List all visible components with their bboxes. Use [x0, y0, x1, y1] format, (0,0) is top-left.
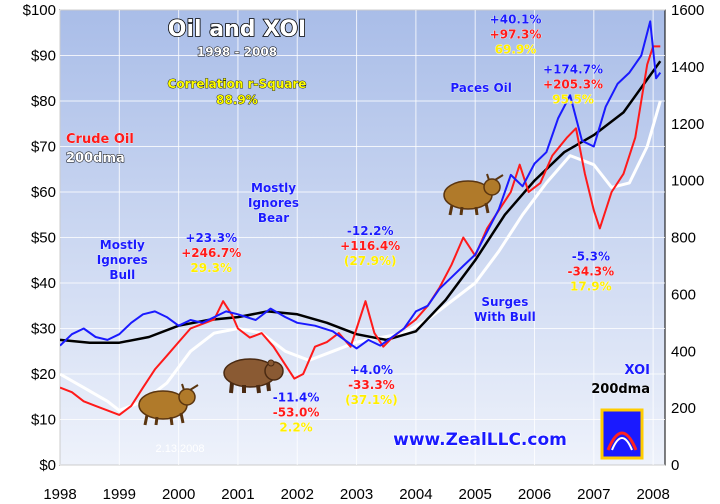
annotation-value: 29.3% — [190, 261, 232, 275]
annotation-value: -11.4% — [273, 390, 320, 404]
annotation-value: 69.9% — [495, 43, 537, 57]
right-axis-ticks: 0 200 400 600 800 1000 1200 1400 1600 — [671, 2, 704, 474]
left-tick-label: $50 — [31, 230, 56, 247]
annotation-value: -12.2% — [347, 224, 394, 238]
x-tick-label: 2002 — [281, 486, 314, 503]
annotation-value: +23.3% — [185, 231, 237, 245]
series-line-xoi-200dma — [60, 60, 662, 344]
annotation-value: +97.3% — [490, 28, 542, 42]
notes: MostlyIgnoresBullMostlyIgnoresBearPaces … — [96, 81, 536, 324]
callout-note: Bull — [109, 268, 135, 282]
date-label: 2.13.2008 — [156, 443, 205, 455]
annotation-value: -53.0% — [273, 405, 320, 419]
callout-note: Bear — [258, 211, 289, 225]
annotation-value: +174.7% — [543, 63, 603, 77]
series-line-xoi — [60, 20, 662, 350]
left-tick-label: $70 — [31, 139, 56, 156]
callout-note: With Bull — [474, 310, 536, 324]
annotation-value: +40.1% — [490, 13, 542, 27]
annotation-value: 2.2% — [279, 420, 312, 434]
x-tick-label: 2000 — [162, 486, 195, 503]
annotation-value: 95.5% — [552, 93, 594, 107]
gridlines — [59, 9, 665, 466]
legend-xoi-200dma: 200dma — [591, 382, 650, 397]
zeal-logo-icon — [600, 408, 644, 460]
annotation-value: 17.9% — [570, 279, 612, 293]
bull-icon — [138, 383, 199, 426]
bull-icon — [443, 173, 504, 216]
left-tick-label: $90 — [31, 48, 56, 65]
annotation-value: (37.1%) — [345, 393, 398, 407]
right-tick-label: 800 — [671, 230, 696, 247]
x-tick-label: 2006 — [518, 486, 551, 503]
left-tick-label: $80 — [31, 93, 56, 110]
chart-title: Oil and XOI — [168, 17, 306, 42]
right-tick-label: 1200 — [671, 116, 704, 133]
right-tick-label: 1600 — [671, 2, 704, 19]
x-tick-label: 2003 — [340, 486, 373, 503]
left-tick-label: $60 — [31, 184, 56, 201]
left-tick-label: $30 — [31, 321, 56, 338]
chart-subtitle: 1998 - 2008 — [197, 45, 277, 59]
bear-icon — [223, 358, 284, 394]
x-tick-label: 2005 — [459, 486, 492, 503]
left-axis-ticks: $0 $10 $20 $30 $40 $50 $60 $70 $80 $90 $100 — [23, 2, 56, 474]
left-tick-label: $10 — [31, 412, 56, 429]
stat-value: 88.9% — [216, 93, 258, 107]
annotation-value: +4.0% — [350, 363, 393, 377]
series-line-crude-oil — [60, 45, 661, 416]
x-tick-label: 1999 — [103, 486, 136, 503]
annotation-value: -34.3% — [568, 264, 615, 278]
annotation-value: +246.7% — [181, 246, 241, 260]
right-tick-label: 1400 — [671, 59, 704, 76]
annotation-value: -33.3% — [348, 378, 395, 392]
right-tick-label: 600 — [671, 286, 696, 303]
legend-crude-oil: Crude Oil — [66, 132, 134, 147]
x-tick-label: 2001 — [221, 486, 254, 503]
callout-note: Ignores — [97, 253, 148, 267]
callout-note: Mostly — [251, 181, 296, 195]
left-tick-label: $40 — [31, 275, 56, 292]
right-tick-label: 200 — [671, 400, 696, 417]
annotation-value: -5.3% — [572, 249, 610, 263]
x-tick-label: 2007 — [577, 486, 610, 503]
left-tick-label: $20 — [31, 366, 56, 383]
callout-note: Paces Oil — [450, 81, 512, 95]
stat-label: Correlation r-Square — [168, 77, 307, 91]
annotation-value: (27.9%) — [344, 254, 397, 268]
left-tick-label: $100 — [23, 2, 56, 19]
callout-note: Surges — [481, 295, 528, 309]
x-tick-label: 2008 — [636, 486, 669, 503]
x-tick-label: 2004 — [399, 486, 432, 503]
x-axis-ticks: 1998 1999 2000 2001 2002 2003 2004 2005 2006 2007… — [43, 486, 670, 503]
right-tick-label: 0 — [671, 457, 679, 474]
annotations: +40.1%+97.3%69.9% +174.7%+205.3%95.5% +23.… — [181, 12, 615, 434]
right-tick-label: 400 — [671, 343, 696, 360]
legend-oil-200dma: 200dma — [66, 151, 125, 166]
website-label: www.ZealLLC.com — [393, 430, 567, 450]
callout-note: Mostly — [100, 238, 145, 252]
callout-note: Ignores — [248, 196, 299, 210]
right-tick-label: 1000 — [671, 173, 704, 190]
annotation-value: +205.3% — [543, 78, 603, 92]
x-tick-label: 1998 — [43, 486, 76, 503]
legend-xoi: XOI — [625, 363, 650, 378]
annotation-value: +116.4% — [340, 239, 400, 253]
left-tick-label: $0 — [39, 457, 56, 474]
